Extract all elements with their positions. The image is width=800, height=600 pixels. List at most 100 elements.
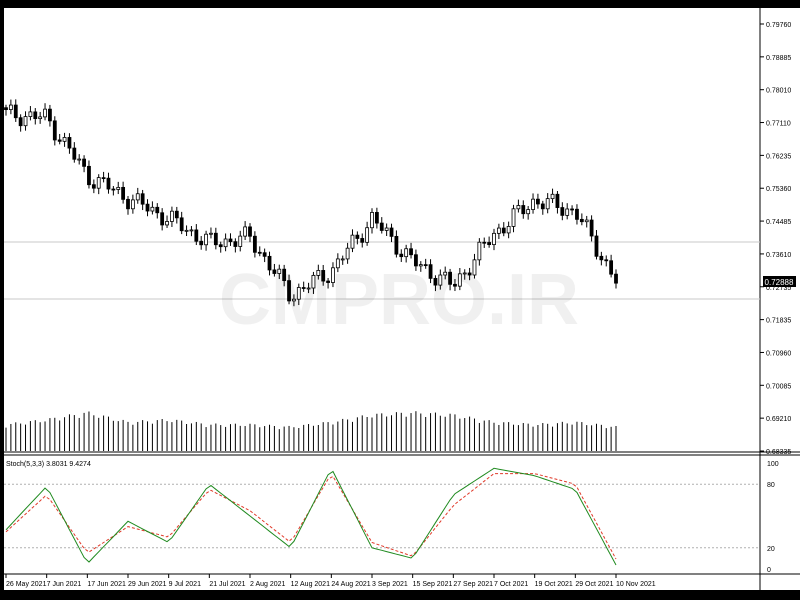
candle-body (306, 287, 311, 290)
price-axis-label: 0.78885 (766, 55, 791, 62)
time-axis-label: 10 Nov 2021 (616, 581, 656, 588)
candle-body (262, 252, 267, 257)
candle-body (414, 254, 418, 267)
candle-body (199, 240, 204, 246)
time-axis-label: 19 Oct 2021 (535, 581, 573, 588)
stochastic-axis-label: 100 (767, 461, 779, 468)
candle-body (599, 255, 604, 261)
candle-body (570, 208, 574, 211)
candle-body (311, 275, 316, 289)
time-axis-label: 17 Jun 2021 (87, 581, 126, 588)
candle-body (233, 241, 238, 247)
time-axis-labels: 26 May 2021 7 Jun 2021 17 Jun 2021 29 Jun 2… (5, 574, 656, 588)
price-axis-label: 0.78010 (766, 88, 791, 95)
candle-body (487, 242, 492, 246)
candle-body (594, 235, 599, 257)
candle-body (140, 193, 145, 205)
candle-body (43, 108, 47, 118)
candle-body (174, 210, 179, 219)
candle-body (453, 283, 457, 287)
candle-body (418, 264, 423, 267)
candle-body (457, 273, 462, 287)
candle-body (252, 235, 257, 253)
candlesticks (4, 99, 618, 307)
candle-body (52, 120, 57, 141)
time-axis-label: 29 Oct 2021 (575, 581, 613, 588)
time-axis-label: 3 Sep 2021 (372, 581, 408, 588)
price-axis-label: 0.76235 (766, 153, 791, 160)
candle-body (48, 108, 52, 122)
time-axis-label: 26 May 2021 (6, 581, 47, 588)
candle-body (72, 147, 77, 160)
time-axis-label: 29 Jun 2021 (128, 581, 167, 588)
candle-body (184, 229, 189, 232)
volume-bars (5, 411, 617, 451)
candle-body (179, 217, 184, 232)
candle-body (584, 219, 589, 223)
candle-body (409, 248, 413, 256)
candle-body (82, 158, 86, 167)
candle-body (545, 198, 550, 210)
candle-body (28, 111, 33, 117)
candle-body (57, 139, 62, 142)
stochastic-indicator-label: Stoch(5,3,3) 3.8031 9.4274 (6, 461, 91, 468)
candle-body (106, 177, 111, 190)
candle-body (160, 212, 165, 226)
candle-body (345, 247, 350, 260)
price-axis-label: 0.77110 (766, 121, 791, 128)
candle-body (301, 287, 306, 289)
candle-body (248, 226, 252, 237)
candle-body (384, 227, 389, 231)
candle-body (228, 238, 233, 243)
candle-body (565, 208, 570, 216)
candle-body (462, 272, 467, 275)
candle-body (194, 229, 199, 242)
candle-body (335, 258, 340, 269)
candle-body (443, 271, 448, 276)
candle-body (126, 198, 130, 210)
candle-body (135, 193, 140, 201)
price-axis-label: 0.68335 (766, 449, 791, 456)
candle-body (287, 280, 291, 302)
price-axis-label: 0.75360 (766, 186, 791, 193)
price-axis-label: 0.71835 (766, 318, 791, 325)
candle-body (316, 270, 321, 276)
candle-body (604, 259, 609, 262)
candle-body (526, 209, 531, 215)
time-axis-label: 15 Sep 2021 (413, 581, 453, 588)
candle-body (331, 267, 335, 283)
stochastic-axis-label: 0 (767, 567, 771, 574)
candle-body (218, 244, 223, 248)
candle-body (550, 193, 555, 200)
candle-body (209, 232, 213, 235)
candle-body (555, 193, 560, 208)
stochastic-axis-label: 80 (767, 482, 775, 489)
candle-body (355, 234, 360, 239)
candle-body (321, 270, 326, 282)
candle-body (350, 234, 355, 249)
candle-body (33, 111, 38, 120)
candle-body (531, 198, 535, 210)
candle-body (536, 198, 540, 205)
candle-body (243, 226, 248, 237)
candle-body (257, 251, 262, 254)
stochastic-signal-line (5, 473, 617, 560)
candle-body (379, 222, 384, 231)
candle-body (292, 298, 296, 302)
price-axis-label: 0.73610 (766, 252, 791, 259)
candle-body (223, 238, 228, 248)
candle-body (482, 241, 487, 244)
candle-body (389, 227, 394, 237)
candle-body (23, 116, 28, 127)
chart-area[interactable]: CMPRO.IR 0.79760 0.78885 0.78010 0.77110 0.7… (4, 8, 800, 590)
candle-body (340, 258, 345, 261)
price-axis-label: 0.69210 (766, 416, 791, 423)
candle-body (433, 277, 438, 286)
candle-body (101, 177, 106, 180)
candle-body (501, 227, 506, 234)
candle-body (38, 116, 43, 120)
candle-body (277, 268, 282, 274)
candle-body (87, 165, 91, 186)
candle-body (477, 241, 482, 261)
